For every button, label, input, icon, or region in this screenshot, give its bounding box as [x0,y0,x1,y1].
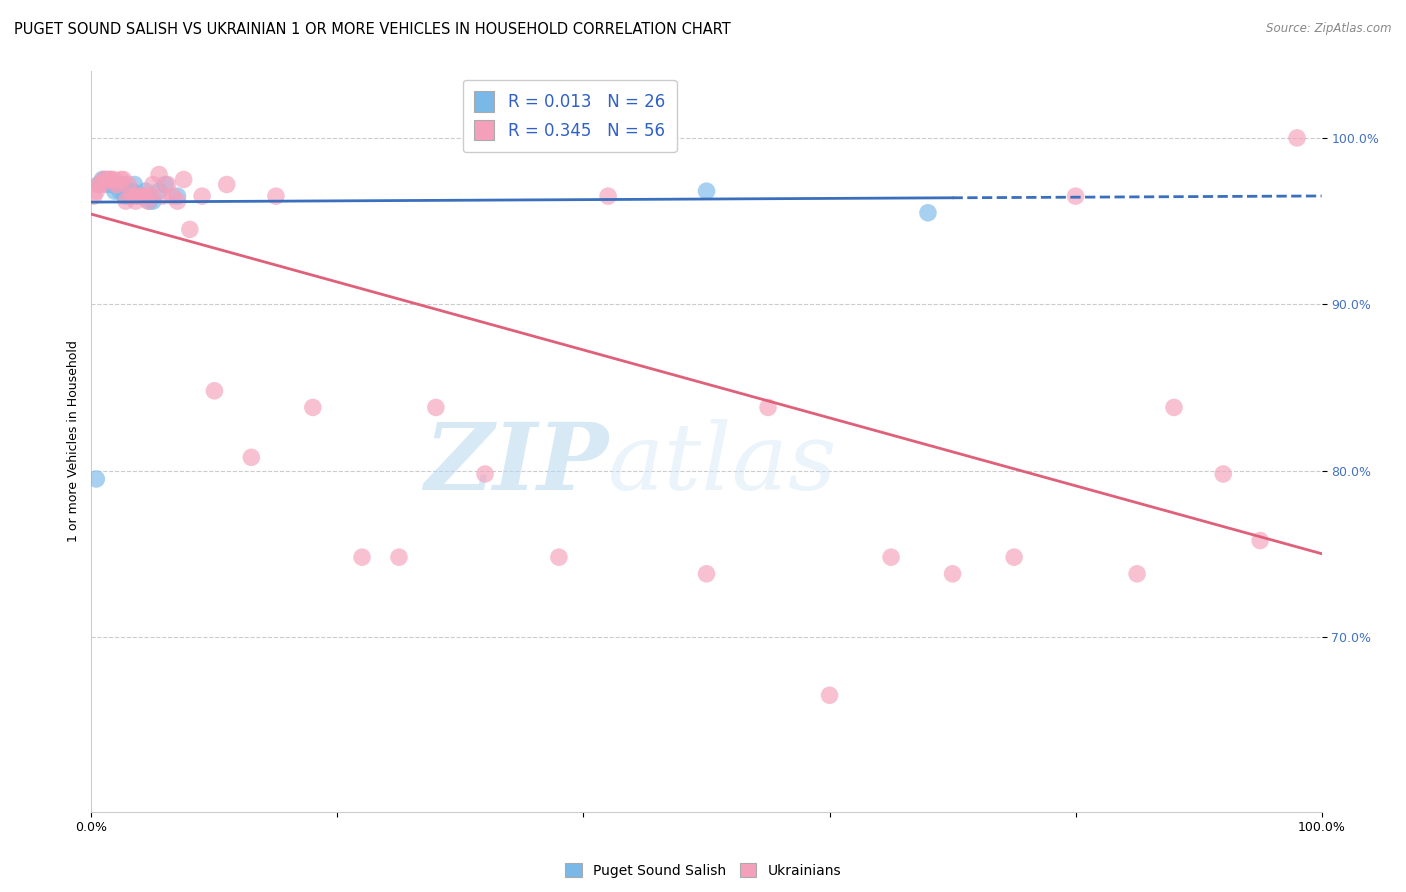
Point [139,189,162,203]
Point [880,550,903,565]
Point [124,178,146,192]
Point [142,194,165,208]
Point [97,172,120,186]
Point [105,178,127,192]
Point [127,189,149,203]
Point [87,178,110,192]
Point [191,189,214,203]
Point [695,184,717,198]
Point [1212,467,1234,481]
Text: atlas: atlas [607,418,838,508]
Point [352,550,374,565]
Point [1163,401,1185,415]
Point [90,178,112,192]
Point [596,189,619,203]
Point [425,401,447,415]
Point [104,184,127,198]
Point [917,206,939,220]
Point [105,178,128,192]
Point [107,178,129,192]
Point [111,178,134,192]
Point [114,189,136,203]
Point [1249,533,1271,548]
Point [138,194,160,208]
Point [547,550,569,565]
Point [162,189,184,203]
Point [131,189,153,203]
Point [474,467,496,481]
Point [148,168,170,182]
Point [215,178,238,192]
Point [86,472,108,486]
Point [122,189,145,203]
Point [132,189,155,203]
Point [121,184,143,198]
Point [127,189,149,203]
Point [129,189,152,203]
Point [301,401,323,415]
Point [1285,131,1308,145]
Point [166,194,188,208]
Point [1002,550,1025,565]
Point [166,189,188,203]
Point [142,178,165,192]
Point [91,172,114,186]
Point [87,178,110,192]
Point [240,450,263,465]
Point [115,184,138,198]
Y-axis label: 1 or more Vehicles in Household: 1 or more Vehicles in Household [67,341,80,542]
Point [108,184,131,198]
Point [818,688,841,702]
Point [941,566,963,581]
Text: Source: ZipAtlas.com: Source: ZipAtlas.com [1267,22,1392,36]
Point [112,172,135,186]
Legend: Puget Sound Salish, Ukrainians: Puget Sound Salish, Ukrainians [560,857,846,883]
Point [118,189,141,203]
Point [173,172,195,186]
Point [98,172,121,186]
Point [101,178,124,192]
Point [1126,566,1149,581]
Point [153,178,177,192]
Point [117,178,139,192]
Point [695,566,717,581]
Point [103,172,125,186]
Point [156,178,179,192]
Point [148,184,170,198]
Point [135,189,156,203]
Point [120,189,142,203]
Point [86,184,108,198]
Point [110,172,132,186]
Point [152,189,174,203]
Point [94,172,117,186]
Point [96,178,118,192]
Point [114,194,138,208]
Point [96,172,117,186]
Point [135,184,156,198]
Point [1064,189,1087,203]
Point [388,550,411,565]
Point [83,189,105,203]
Point [136,194,159,208]
Legend: R = 0.013   N = 26, R = 0.345   N = 56: R = 0.013 N = 26, R = 0.345 N = 56 [463,79,676,152]
Text: ZIP: ZIP [423,418,607,508]
Point [100,172,122,186]
Text: PUGET SOUND SALISH VS UKRAINIAN 1 OR MORE VEHICLES IN HOUSEHOLD CORRELATION CHAR: PUGET SOUND SALISH VS UKRAINIAN 1 OR MOR… [14,22,731,37]
Point [124,194,146,208]
Point [179,222,201,236]
Point [93,172,115,186]
Point [756,401,779,415]
Point [264,189,287,203]
Point [202,384,225,398]
